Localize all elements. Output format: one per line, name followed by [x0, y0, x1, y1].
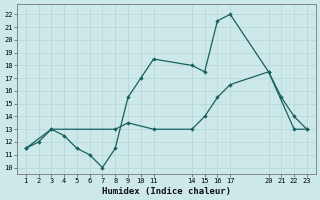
X-axis label: Humidex (Indice chaleur): Humidex (Indice chaleur)	[102, 187, 231, 196]
